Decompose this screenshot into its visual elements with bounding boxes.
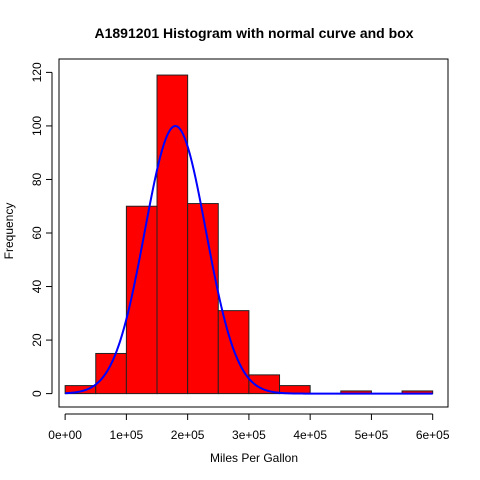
histogram-bar [187,203,219,395]
x-tick-label: 6e+05 [416,428,450,442]
chart-title: A1891201 Histogram with normal curve and… [95,25,414,41]
y-axis-label: Frequency [2,203,16,260]
y-tick-label: 20 [30,333,44,347]
x-tick-label: 2e+05 [171,428,205,442]
x-tick-label: 0e+00 [48,428,82,442]
x-tick-label: 3e+05 [232,428,266,442]
histogram-bar [95,352,127,395]
y-tick-label: 40 [30,280,44,294]
histogram-bar [248,374,281,395]
histogram-bars [64,74,434,395]
normal-curve [65,124,433,395]
y-tick-label: 120 [30,62,44,82]
x-tick-label: 5e+05 [355,428,389,442]
x-tick-label: 1e+05 [110,428,144,442]
y-tick-label: 80 [30,172,44,186]
x-tick-label: 4e+05 [293,428,327,442]
y-axis: 0 20 40 60 80 100 120 [30,62,53,397]
histogram-bar [217,310,250,395]
y-tick-label: 0 [30,390,44,397]
histogram-bar [156,74,189,395]
x-axis: 0e+00 1e+05 2e+05 3e+05 4e+05 5e+05 6e+05 [48,413,450,442]
y-tick-label: 60 [30,226,44,240]
plot-frame [58,58,449,408]
y-tick-label: 100 [30,116,44,136]
x-axis-label: Miles Per Gallon [210,451,298,465]
